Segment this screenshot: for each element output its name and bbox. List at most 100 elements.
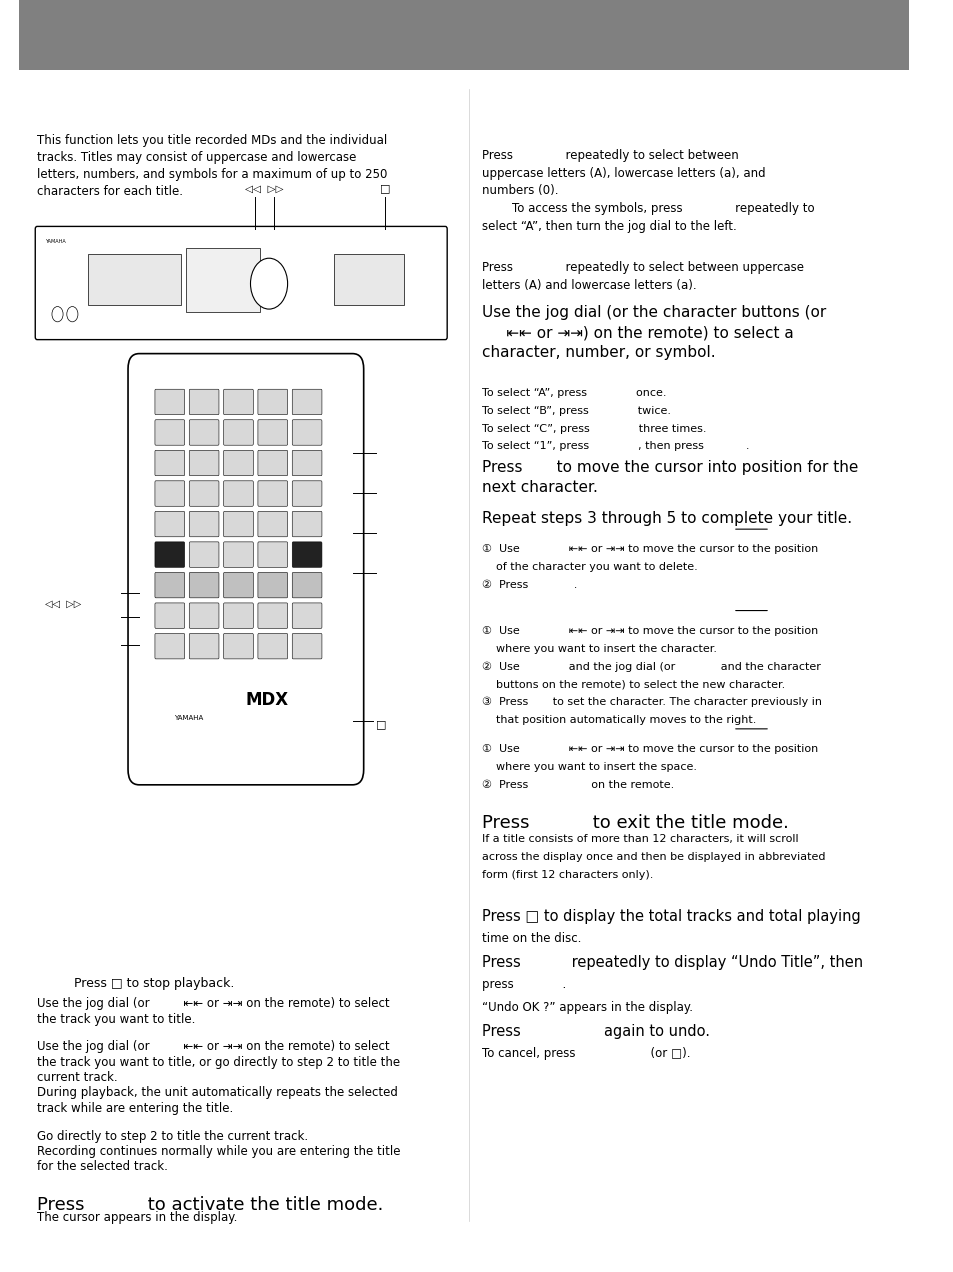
FancyBboxPatch shape <box>292 481 321 506</box>
Text: The cursor appears in the display.: The cursor appears in the display. <box>37 1211 237 1224</box>
Text: □: □ <box>375 719 386 729</box>
Text: Press              repeatedly to select between uppercase: Press repeatedly to select between upper… <box>482 261 803 273</box>
Text: time on the disc.: time on the disc. <box>482 932 581 945</box>
FancyBboxPatch shape <box>154 420 185 445</box>
Text: YAMAHA: YAMAHA <box>45 239 65 244</box>
FancyBboxPatch shape <box>154 389 185 415</box>
Text: To select “C”, press              three times.: To select “C”, press three times. <box>482 424 706 434</box>
Circle shape <box>51 307 63 322</box>
Text: Use the jog dial (or         ⇤⇤ or ⇥⇥ on the remote) to select: Use the jog dial (or ⇤⇤ or ⇥⇥ on the rem… <box>37 997 390 1010</box>
Text: ◁◁  ▷▷: ◁◁ ▷▷ <box>245 183 283 193</box>
FancyBboxPatch shape <box>154 511 185 537</box>
Text: letters (A) and lowercase letters (a).: letters (A) and lowercase letters (a). <box>482 279 697 291</box>
FancyBboxPatch shape <box>189 481 219 506</box>
FancyBboxPatch shape <box>257 420 287 445</box>
Circle shape <box>251 258 287 309</box>
FancyBboxPatch shape <box>189 511 219 537</box>
FancyBboxPatch shape <box>292 389 321 415</box>
Text: Go directly to step 2 to title the current track.: Go directly to step 2 to title the curre… <box>37 1130 308 1142</box>
Bar <box>88 254 181 305</box>
Text: ②  Use              and the jog dial (or             and the character: ② Use and the jog dial (or and the chara… <box>482 661 821 672</box>
FancyBboxPatch shape <box>154 450 185 476</box>
Text: Press □ to stop playback.: Press □ to stop playback. <box>74 977 234 990</box>
FancyBboxPatch shape <box>154 481 185 506</box>
FancyBboxPatch shape <box>257 389 287 415</box>
Text: Press           repeatedly to display “Undo Title”, then: Press repeatedly to display “Undo Title”… <box>482 955 862 971</box>
Text: ◁◁  ▷▷: ◁◁ ▷▷ <box>45 598 81 608</box>
FancyBboxPatch shape <box>292 450 321 476</box>
FancyBboxPatch shape <box>292 572 321 598</box>
Text: YAMAHA: YAMAHA <box>174 715 203 721</box>
FancyBboxPatch shape <box>257 542 287 567</box>
FancyBboxPatch shape <box>223 542 253 567</box>
FancyBboxPatch shape <box>292 603 321 628</box>
FancyBboxPatch shape <box>128 354 363 785</box>
Text: Use the jog dial (or         ⇤⇤ or ⇥⇥ on the remote) to select: Use the jog dial (or ⇤⇤ or ⇥⇥ on the rem… <box>37 1040 390 1053</box>
Text: form (first 12 characters only).: form (first 12 characters only). <box>482 870 653 880</box>
Text: for the selected track.: for the selected track. <box>37 1160 168 1173</box>
Text: Press                  again to undo.: Press again to undo. <box>482 1024 710 1039</box>
FancyBboxPatch shape <box>257 572 287 598</box>
Text: where you want to insert the character.: where you want to insert the character. <box>482 644 717 654</box>
Bar <box>185 248 259 312</box>
FancyBboxPatch shape <box>292 420 321 445</box>
Text: the track you want to title, or go directly to step 2 to title the: the track you want to title, or go direc… <box>37 1056 400 1068</box>
FancyBboxPatch shape <box>189 389 219 415</box>
Circle shape <box>67 307 78 322</box>
FancyBboxPatch shape <box>257 511 287 537</box>
Text: track while are entering the title.: track while are entering the title. <box>37 1102 233 1114</box>
Text: Press □ to display the total tracks and total playing: Press □ to display the total tracks and … <box>482 909 861 925</box>
Text: Recording continues normally while you are entering the title: Recording continues normally while you a… <box>37 1145 400 1158</box>
FancyBboxPatch shape <box>154 542 185 567</box>
Text: Press       to move the cursor into position for the
next character.: Press to move the cursor into position f… <box>482 460 858 495</box>
FancyBboxPatch shape <box>257 603 287 628</box>
FancyBboxPatch shape <box>257 450 287 476</box>
FancyBboxPatch shape <box>292 633 321 659</box>
Text: Press           to activate the title mode.: Press to activate the title mode. <box>37 1196 383 1213</box>
Text: across the display once and then be displayed in abbreviated: across the display once and then be disp… <box>482 852 825 862</box>
FancyBboxPatch shape <box>223 572 253 598</box>
FancyBboxPatch shape <box>223 450 253 476</box>
FancyBboxPatch shape <box>223 603 253 628</box>
Text: ②  Press                  on the remote.: ② Press on the remote. <box>482 780 674 790</box>
Text: Press           to exit the title mode.: Press to exit the title mode. <box>482 814 788 832</box>
FancyBboxPatch shape <box>154 572 185 598</box>
FancyBboxPatch shape <box>189 450 219 476</box>
FancyBboxPatch shape <box>257 481 287 506</box>
Text: During playback, the unit automatically repeats the selected: During playback, the unit automatically … <box>37 1086 397 1099</box>
FancyBboxPatch shape <box>223 633 253 659</box>
FancyBboxPatch shape <box>257 633 287 659</box>
FancyBboxPatch shape <box>223 511 253 537</box>
Text: □: □ <box>379 183 390 193</box>
FancyBboxPatch shape <box>35 226 447 340</box>
Text: MDX: MDX <box>246 691 289 709</box>
Text: numbers (0).: numbers (0). <box>482 184 558 197</box>
Text: press             .: press . <box>482 978 566 991</box>
Text: To select “A”, press              once.: To select “A”, press once. <box>482 388 666 398</box>
Text: To access the symbols, press              repeatedly to: To access the symbols, press repeatedly … <box>482 202 814 215</box>
Text: the track you want to title.: the track you want to title. <box>37 1013 195 1025</box>
Text: To select “1”, press              , then press            .: To select “1”, press , then press . <box>482 441 749 452</box>
Text: ②  Press             .: ② Press . <box>482 580 578 590</box>
Text: To cancel, press                    (or □).: To cancel, press (or □). <box>482 1047 690 1060</box>
Text: ①  Use              ⇤⇤ or ⇥⇥ to move the cursor to the position: ① Use ⇤⇤ or ⇥⇥ to move the cursor to the… <box>482 544 818 555</box>
Text: This function lets you title recorded MDs and the individual
tracks. Titles may : This function lets you title recorded MD… <box>37 134 387 197</box>
Text: “Undo OK ?” appears in the display.: “Undo OK ?” appears in the display. <box>482 1001 693 1014</box>
FancyBboxPatch shape <box>154 633 185 659</box>
Text: To select “B”, press              twice.: To select “B”, press twice. <box>482 406 671 416</box>
FancyBboxPatch shape <box>292 511 321 537</box>
Text: buttons on the remote) to select the new character.: buttons on the remote) to select the new… <box>482 679 785 689</box>
FancyBboxPatch shape <box>223 389 253 415</box>
Text: that position automatically moves to the right.: that position automatically moves to the… <box>482 715 756 725</box>
Bar <box>18 0 908 70</box>
FancyBboxPatch shape <box>154 603 185 628</box>
FancyBboxPatch shape <box>189 603 219 628</box>
Bar <box>334 254 403 305</box>
Text: Press              repeatedly to select between: Press repeatedly to select between <box>482 149 739 162</box>
Text: of the character you want to delete.: of the character you want to delete. <box>482 562 698 572</box>
FancyBboxPatch shape <box>223 420 253 445</box>
FancyBboxPatch shape <box>223 481 253 506</box>
Text: ①  Use              ⇤⇤ or ⇥⇥ to move the cursor to the position: ① Use ⇤⇤ or ⇥⇥ to move the cursor to the… <box>482 744 818 754</box>
Text: Repeat steps 3 through 5 to complete your title.: Repeat steps 3 through 5 to complete you… <box>482 511 852 527</box>
Text: uppercase letters (A), lowercase letters (a), and: uppercase letters (A), lowercase letters… <box>482 167 765 179</box>
